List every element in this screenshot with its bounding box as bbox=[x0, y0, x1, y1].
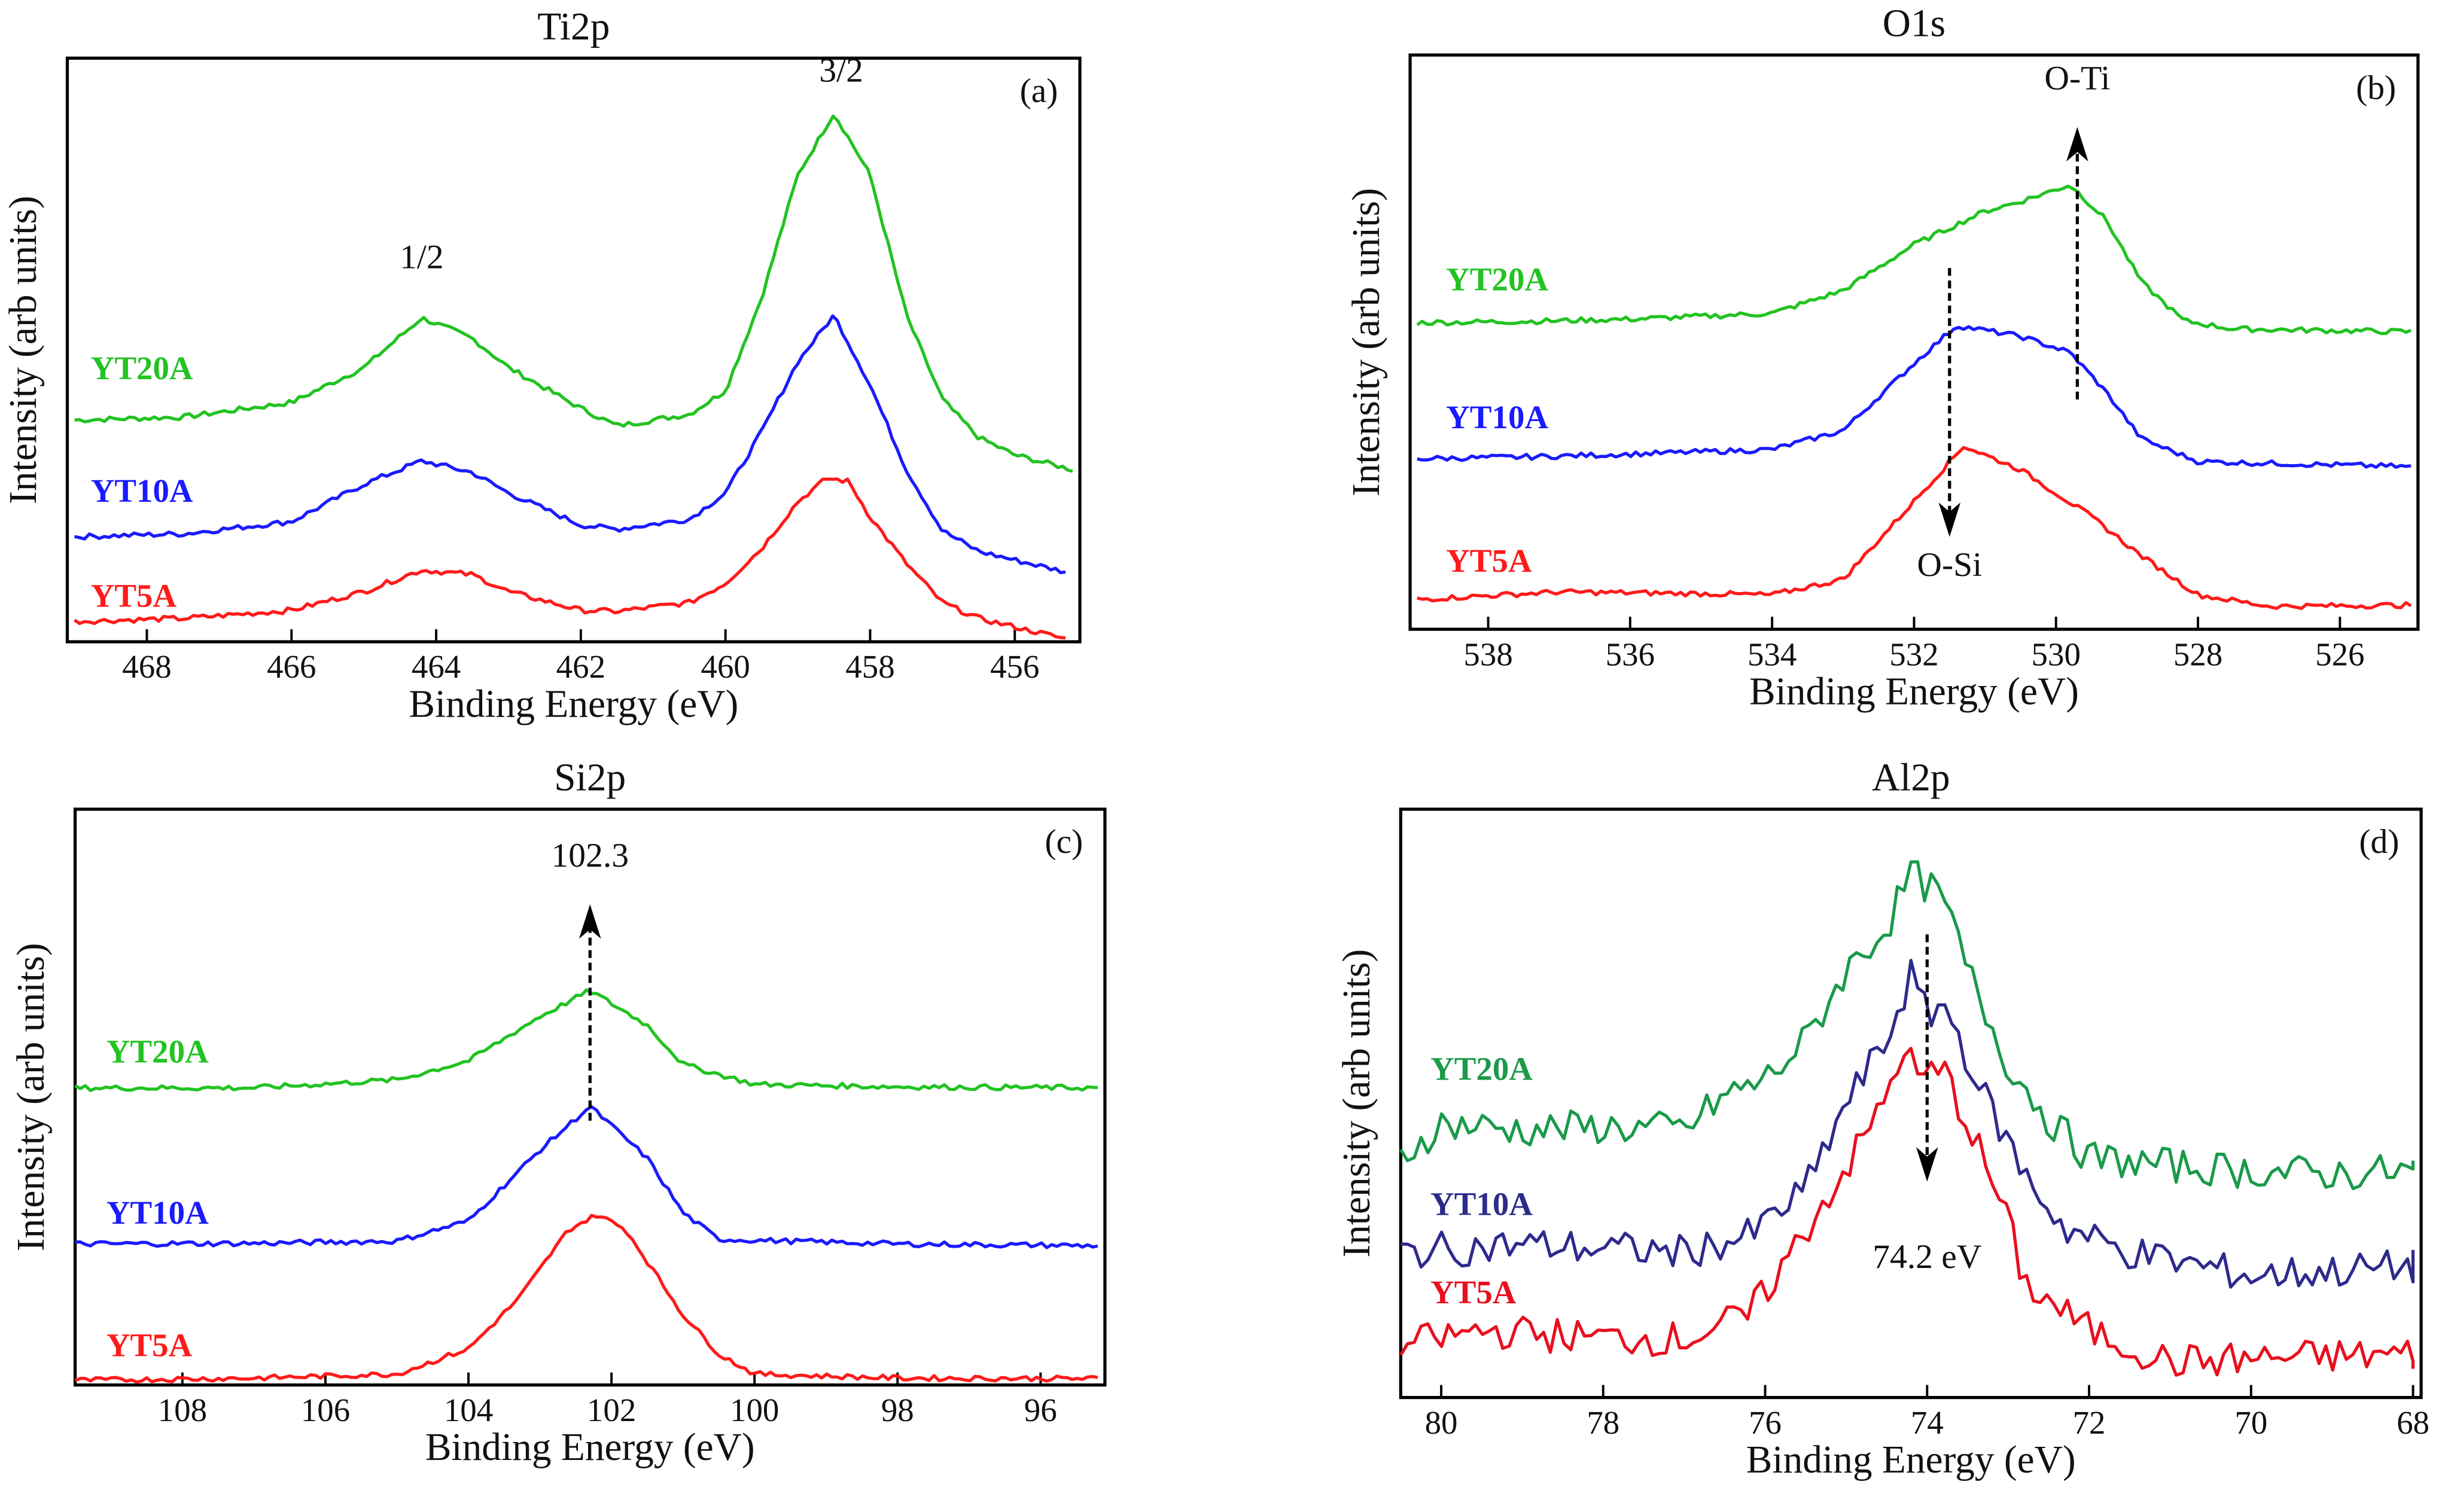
series-label-yt5a: YT5A bbox=[91, 577, 177, 614]
x-tick-label: 458 bbox=[845, 648, 894, 685]
x-tick-label: 530 bbox=[2032, 636, 2081, 672]
series-label-yt20a: YT20A bbox=[1430, 1050, 1533, 1087]
series-line-yt20a bbox=[74, 114, 1073, 473]
series-label-yt5a: YT5A bbox=[1446, 542, 1532, 579]
panel-title: Al2p bbox=[1872, 757, 1950, 800]
series-label-yt20a: YT20A bbox=[106, 1034, 209, 1070]
series-line-yt5a bbox=[1399, 1047, 2415, 1377]
arrow-head-down-icon bbox=[1938, 502, 1961, 537]
panel-ti2p: Ti2p (a) Binding Energy (eV) Intensity (arb… bbox=[2, 5, 1082, 726]
plot-frame bbox=[73, 807, 1107, 1387]
x-tick-label: 538 bbox=[1463, 636, 1512, 672]
series-line-yt10a bbox=[75, 1105, 1098, 1249]
y-axis-label: Intensity (arb units) bbox=[10, 943, 53, 1251]
series-label-yt5a: YT5A bbox=[1430, 1274, 1517, 1310]
x-tick-label: 78 bbox=[1587, 1404, 1619, 1441]
series-line-yt20a bbox=[1399, 860, 2415, 1190]
x-tick-label: 96 bbox=[1024, 1392, 1057, 1428]
plot-frame bbox=[1408, 53, 2420, 631]
series-label-yt20a: YT20A bbox=[91, 350, 193, 386]
x-tick-label: 102 bbox=[587, 1392, 636, 1428]
x-axis-label: Binding Energy (eV) bbox=[409, 683, 738, 726]
arrow-head-up-icon bbox=[2066, 127, 2088, 161]
x-axis-label: Binding Energy (eV) bbox=[425, 1426, 755, 1469]
series-label-yt10a: YT10A bbox=[1430, 1186, 1533, 1223]
x-tick-label: 80 bbox=[1425, 1404, 1458, 1441]
x-tick-label: 68 bbox=[2397, 1404, 2429, 1441]
series-line-yt5a bbox=[74, 1214, 1098, 1384]
annotation-label: 3/2 bbox=[819, 51, 863, 89]
panel-si2p: Si2p (c) Binding Energy (eV) Intensity (arb… bbox=[10, 757, 1107, 1469]
x-tick-label: 70 bbox=[2234, 1404, 2267, 1441]
series-label-yt10a: YT10A bbox=[1446, 399, 1548, 435]
panel-o1s: O1s (b) Binding Energy (eV) Intensity (arb … bbox=[1345, 2, 2420, 714]
annotation-label: O-Si bbox=[1917, 546, 1982, 584]
plot-frame bbox=[65, 56, 1082, 644]
x-tick-label: 76 bbox=[1749, 1404, 1782, 1441]
panel-label: (c) bbox=[1045, 823, 1083, 861]
series-line-yt20a bbox=[1416, 184, 2412, 336]
panel-title: O1s bbox=[1883, 2, 1945, 45]
panel-title: Ti2p bbox=[537, 5, 610, 48]
series-label-yt5a: YT5A bbox=[106, 1327, 193, 1364]
panel-label: (d) bbox=[2359, 823, 2399, 861]
annotation-label: 102.3 bbox=[552, 837, 629, 874]
panel-al2p: Al2p (d) Binding Energy (eV) Intensity (arb… bbox=[1335, 757, 2429, 1482]
x-tick-label: 456 bbox=[990, 648, 1039, 685]
x-tick-label: 460 bbox=[701, 648, 750, 685]
series-line-yt10a bbox=[1400, 959, 2415, 1289]
annotation-label: 1/2 bbox=[400, 239, 444, 276]
y-axis-label: Intensity (arb units) bbox=[1345, 188, 1388, 496]
x-tick-label: 536 bbox=[1606, 636, 1655, 672]
arrow-head-up-icon bbox=[579, 904, 601, 939]
x-tick-label: 534 bbox=[1747, 636, 1797, 672]
x-tick-label: 532 bbox=[1889, 636, 1938, 672]
x-axis-label: Binding Energy (eV) bbox=[1749, 670, 2079, 714]
x-tick-label: 104 bbox=[444, 1392, 493, 1428]
x-tick-label: 468 bbox=[122, 648, 171, 685]
x-tick-label: 100 bbox=[730, 1392, 779, 1428]
x-tick-label: 72 bbox=[2073, 1404, 2106, 1441]
x-tick-label: 528 bbox=[2173, 636, 2222, 672]
y-axis-label: Intensity (arb units) bbox=[1335, 949, 1378, 1258]
x-tick-label: 108 bbox=[158, 1392, 207, 1428]
series-label-yt10a: YT10A bbox=[106, 1194, 209, 1231]
panel-title: Si2p bbox=[554, 757, 626, 800]
annotation-label: O-Ti bbox=[2044, 60, 2110, 97]
x-tick-label: 526 bbox=[2315, 636, 2364, 672]
x-axis-label: Binding Energy (eV) bbox=[1746, 1438, 2076, 1481]
series-line-yt10a bbox=[74, 314, 1066, 575]
arrow-head-down-icon bbox=[1916, 1147, 1938, 1182]
series-line-yt5a bbox=[74, 477, 1066, 640]
x-tick-label: 462 bbox=[556, 648, 605, 685]
y-axis-label: Intensity (arb units) bbox=[2, 196, 45, 504]
annotation-label: 74.2 eV bbox=[1873, 1238, 1981, 1276]
series-label-yt10a: YT10A bbox=[91, 472, 193, 509]
panel-label: (b) bbox=[2356, 69, 2396, 106]
x-tick-label: 74 bbox=[1911, 1404, 1944, 1441]
x-tick-label: 106 bbox=[301, 1392, 350, 1428]
x-tick-label: 466 bbox=[267, 648, 316, 685]
plot-frame bbox=[1399, 807, 2423, 1400]
series-label-yt20a: YT20A bbox=[1446, 261, 1548, 298]
x-tick-label: 464 bbox=[412, 648, 461, 685]
series-line-yt10a bbox=[1417, 325, 2412, 469]
series-line-yt20a bbox=[74, 988, 1098, 1092]
series-line-yt5a bbox=[1417, 446, 2412, 610]
x-tick-label: 98 bbox=[881, 1392, 914, 1428]
panel-label: (a) bbox=[1020, 72, 1058, 109]
